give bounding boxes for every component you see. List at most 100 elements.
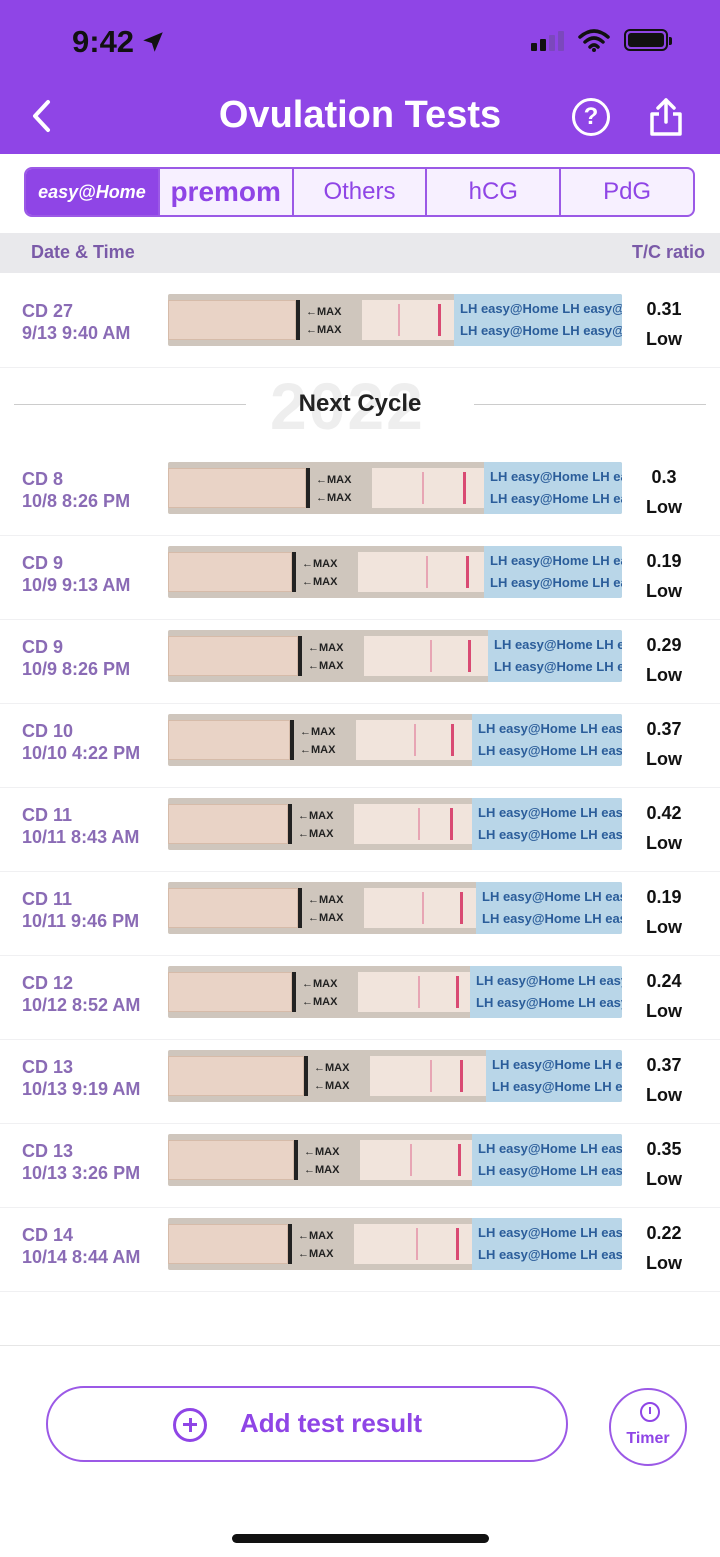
test-datetime: 10/13 3:26 PM <box>22 1163 141 1183</box>
strip-handle <box>168 888 298 928</box>
tc-ratio-level: Low <box>646 1253 682 1273</box>
cycle-day-info: CD 13 10/13 9:19 AM <box>22 1056 140 1100</box>
strip-brand-tail: LH easy@Home LH easy@Home LH LH easy@Home… <box>472 714 622 766</box>
strip-max-bar <box>288 804 292 844</box>
home-indicator <box>232 1534 489 1543</box>
tc-ratio-level: Low <box>646 329 682 349</box>
page-title: Ovulation Tests <box>218 94 502 136</box>
tc-ratio-level: Low <box>646 833 682 853</box>
tc-ratio-cell: 0.24 Low <box>630 966 698 1026</box>
strip-max-label: ←MAX <box>316 492 352 504</box>
tc-ratio-level: Low <box>646 749 682 769</box>
add-test-result-button[interactable]: Add test result <box>46 1386 568 1462</box>
test-result-row[interactable]: CD 9 10/9 9:13 AM ←MAX ←MAX LH easy@Home LH … <box>0 536 720 620</box>
test-result-row[interactable]: CD 11 10/11 8:43 AM ←MAX ←MAX LH easy@Home L… <box>0 788 720 872</box>
strip-handle <box>168 1056 304 1096</box>
strip-handle <box>168 1140 294 1180</box>
tc-ratio-value: 0.19 <box>646 887 682 907</box>
strip-max-label: ←MAX <box>304 1164 340 1176</box>
cycle-day: CD 13 <box>22 1141 74 1161</box>
strip-tail-text: LH easy@Home LH easy@Home LH <box>460 323 622 338</box>
back-chevron-icon[interactable] <box>26 96 60 136</box>
strip-max-bar <box>292 552 296 592</box>
test-line <box>410 1144 412 1176</box>
strip-max-label: ←MAX <box>302 996 338 1008</box>
timer-button[interactable]: Timer <box>609 1388 687 1466</box>
strip-tail-text: LH easy@Home LH easy@Home LH <box>492 1057 622 1072</box>
cycle-day: CD 11 <box>22 805 73 825</box>
tab-others[interactable]: Others <box>294 169 428 215</box>
strip-tail-text: LH easy@Home LH easy@Home LH <box>478 827 622 842</box>
strip-max-label: ←MAX <box>314 1062 350 1074</box>
strip-max-bar <box>296 300 300 340</box>
strip-max-bar <box>288 1224 292 1264</box>
strip-brand-tail: LH easy@Home LH easy@Home LH LH easy@Home… <box>454 294 622 346</box>
test-result-row[interactable]: CD 13 10/13 9:19 AM ←MAX ←MAX LH easy@Home L… <box>0 1040 720 1124</box>
strip-brand-tail: LH easy@Home LH easy@Home LH LH easy@Home… <box>470 966 622 1018</box>
tab-easy-at-home[interactable]: easy@Home <box>26 169 160 215</box>
strip-handle <box>168 552 292 592</box>
tc-ratio-level: Low <box>646 665 682 685</box>
strip-brand-tail: LH easy@Home LH easy@Home LH LH easy@Home… <box>476 882 622 934</box>
strip-tail-text: LH easy@Home LH easy@Home LH <box>490 469 622 484</box>
test-result-row[interactable]: CD 14 10/14 8:44 AM ←MAX ←MAX LH easy@Home L… <box>0 1208 720 1292</box>
strip-tail-text: LH easy@Home LH easy@Home LH <box>478 1225 622 1240</box>
tc-ratio-level: Low <box>646 1169 682 1189</box>
cycle-day-info: CD 10 10/10 4:22 PM <box>22 720 140 764</box>
strip-tail-text: LH easy@Home LH easy@Home LH <box>476 973 622 988</box>
strip-max-bar <box>290 720 294 760</box>
test-result-row[interactable]: CD 12 10/12 8:52 AM ←MAX ←MAX LH easy@Home L… <box>0 956 720 1040</box>
strip-max-label: ←MAX <box>298 828 334 840</box>
column-header: Date & Time T/C ratio <box>0 233 720 273</box>
test-datetime: 10/14 8:44 AM <box>22 1247 141 1267</box>
battery-icon <box>624 29 672 51</box>
strip-handle <box>168 972 292 1012</box>
tc-ratio-value: 0.19 <box>646 551 682 571</box>
cycle-day-info: CD 11 10/11 8:43 AM <box>22 804 139 848</box>
tab-hcg[interactable]: hCG <box>427 169 562 215</box>
tc-ratio-level: Low <box>646 1001 682 1021</box>
status-bar-indicators <box>531 28 672 52</box>
next-cycle-label: Next Cycle <box>298 390 422 417</box>
test-line <box>426 556 428 588</box>
test-result-row[interactable]: CD 9 10/9 8:26 PM ←MAX ←MAX LH easy@Home LH … <box>0 620 720 704</box>
strip-tail-text: LH easy@Home LH easy@Home LH <box>494 637 622 652</box>
help-button[interactable]: ? <box>572 98 610 136</box>
test-line <box>430 640 432 672</box>
test-line <box>418 808 420 840</box>
strip-max-label: ←MAX <box>306 306 342 318</box>
control-line <box>458 1144 461 1176</box>
test-result-row[interactable]: CD 8 10/8 8:26 PM ←MAX ←MAX LH easy@Home LH … <box>0 452 720 536</box>
test-result-row[interactable]: CD 11 10/11 9:46 PM ←MAX ←MAX LH easy@Home L… <box>0 872 720 956</box>
control-line <box>438 304 441 336</box>
strip-tail-text: LH easy@Home LH easy@Home LH <box>478 1141 622 1156</box>
location-arrow-icon <box>143 32 163 52</box>
control-line <box>466 556 469 588</box>
add-test-result-label: Add test result <box>240 1408 423 1438</box>
tc-ratio-value: 0.3 <box>651 467 677 487</box>
test-datetime: 10/9 9:13 AM <box>22 575 131 595</box>
test-result-row[interactable]: CD 10 10/10 4:22 PM ←MAX ←MAX LH easy@Home L… <box>0 704 720 788</box>
test-line <box>422 892 424 924</box>
share-icon[interactable] <box>646 96 686 138</box>
test-result-row[interactable]: CD 27 9/13 9:40 AM ←MAX ←MAX LH easy@Home LH… <box>0 284 720 368</box>
tc-ratio-cell: 0.3 Low <box>630 462 698 522</box>
strip-max-label: ←MAX <box>302 978 338 990</box>
control-line <box>450 808 453 840</box>
control-line <box>451 724 454 756</box>
control-line <box>468 640 471 672</box>
footer-separator <box>0 1345 720 1346</box>
strip-brand-tail: LH easy@Home LH easy@Home LH LH easy@Home… <box>488 630 622 682</box>
tab-pdg[interactable]: PdG <box>603 178 652 205</box>
tc-ratio-cell: 0.37 Low <box>630 1050 698 1110</box>
tc-ratio-cell: 0.29 Low <box>630 630 698 690</box>
tab-premom[interactable]: premom <box>160 169 294 215</box>
cycle-day-info: CD 11 10/11 9:46 PM <box>22 888 139 932</box>
year-watermark: 2022 <box>270 369 425 443</box>
strip-tail-text: LH easy@Home LH easy@Home LH <box>478 743 622 758</box>
test-result-row[interactable]: CD 13 10/13 3:26 PM ←MAX ←MAX LH easy@Home L… <box>0 1124 720 1208</box>
